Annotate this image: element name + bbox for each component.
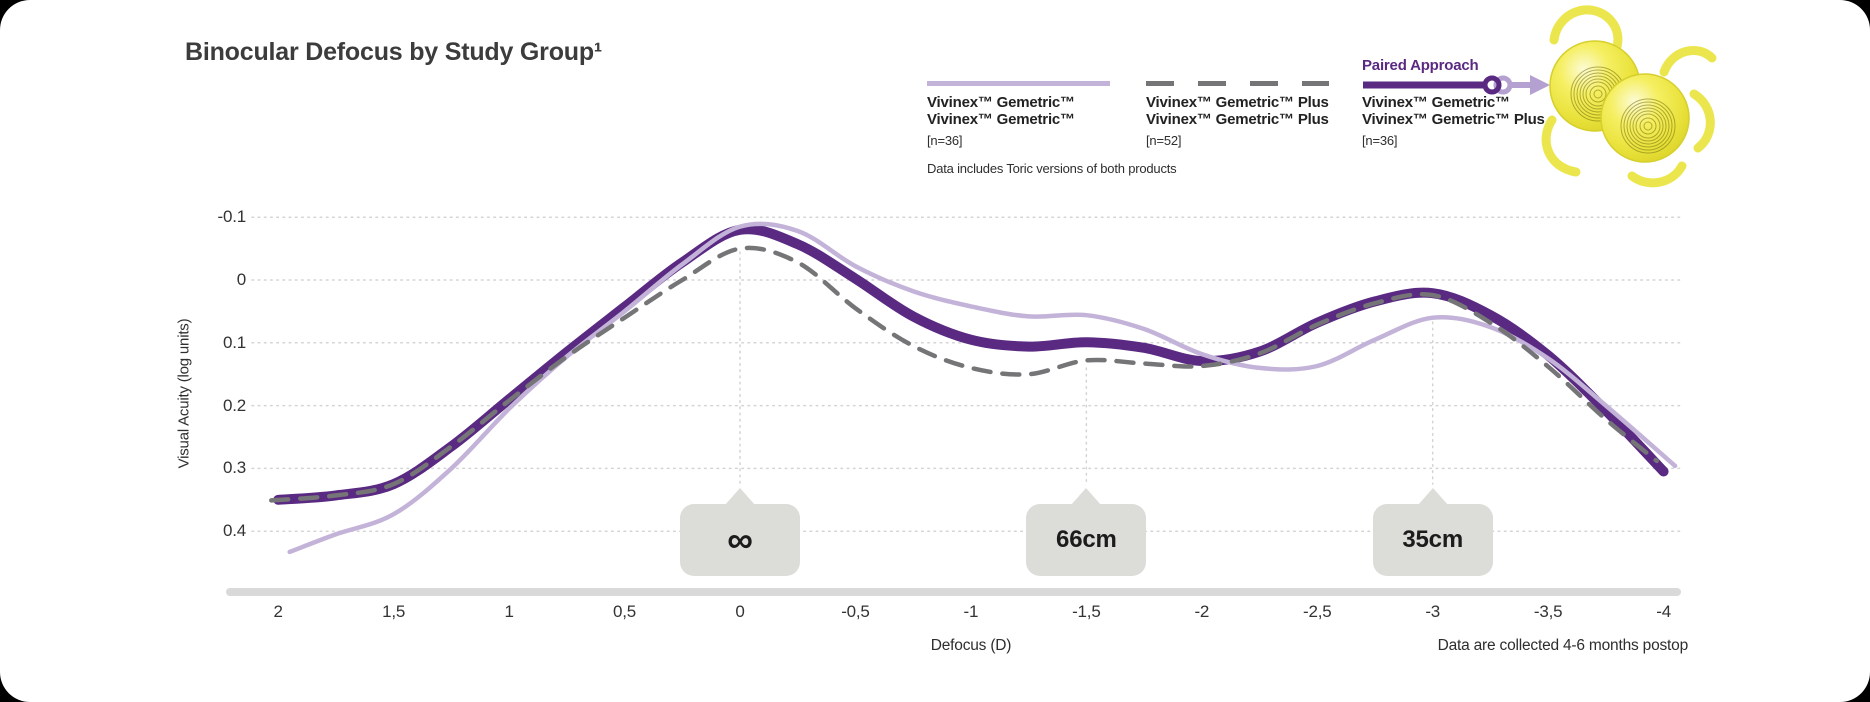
x-tick-label: -1,5 [1072, 602, 1101, 621]
y-tick-label: 0.1 [222, 332, 246, 352]
x-tick-label: -2 [1194, 602, 1210, 621]
x-tick-label: 1 [504, 602, 514, 621]
y-tick-label: 0.2 [222, 395, 246, 415]
callout-label: 35cm [1402, 526, 1463, 553]
x-tick-label: -1 [963, 602, 979, 621]
callout-label: ∞ [727, 519, 753, 560]
callout-35cm: 35cm [1372, 488, 1493, 576]
x-tick-label: 0 [735, 602, 745, 621]
legend-label: Vivinex™ Gemetric™ [927, 94, 1075, 111]
x-axis-title: Defocus (D) [930, 637, 1012, 654]
callout-label: 66cm [1056, 526, 1117, 553]
lens-haptics [1541, 5, 1717, 188]
x-tick-label: 0,5 [613, 602, 637, 621]
curve-paired-approach [273, 224, 1669, 505]
page-title: Binocular Defocus by Study Group¹ [185, 38, 603, 66]
callout-66cm: 66cm [1026, 488, 1147, 576]
legend-label: Vivinex™ Gemetric™ Plus [1362, 111, 1545, 128]
legend-label: Vivinex™ Gemetric™ [1362, 94, 1510, 111]
legend-n-count: [n=52] [1146, 133, 1182, 148]
y-tick-label: 0.3 [222, 458, 246, 478]
paired-approach-link-arrow-icon [1363, 75, 1550, 95]
curve-gemetric-gemetric [287, 221, 1678, 555]
legend-n-count: [n=36] [927, 133, 963, 148]
callout-infinity: ∞ [680, 488, 800, 576]
x-tick-label: 1,5 [382, 602, 406, 621]
y-tick-label: 0.4 [222, 521, 246, 541]
curve-gemetric-plus-plus [269, 245, 1659, 503]
legend-label: Vivinex™ Gemetric™ Plus [1146, 94, 1329, 111]
legend-note: Data includes Toric versions of both pro… [927, 161, 1177, 176]
y-tick-label: 0 [236, 270, 246, 289]
iol-lens-illustration [1541, 5, 1717, 188]
y-tick-label: -0.1 [217, 207, 247, 227]
legend-label: Vivinex™ Gemetric™ [927, 111, 1075, 128]
x-tick-label: -3 [1425, 602, 1441, 621]
legend-swatch-solid-line [927, 81, 1110, 86]
x-tick-label: -0,5 [841, 602, 870, 621]
x-tick-label: -2,5 [1303, 602, 1332, 621]
legend-label: Vivinex™ Gemetric™ Plus [1146, 111, 1329, 128]
chart-footnote: Data are collected 4-6 months postop [1437, 637, 1689, 654]
legend-n-count: [n=36] [1362, 133, 1398, 148]
x-tick-label: 2 [273, 602, 283, 621]
x-axis-bar [226, 588, 1681, 596]
iol-lens-front [1600, 73, 1690, 163]
paired-approach-header: Paired Approach [1362, 57, 1479, 74]
legend-swatch-dashed-line [1146, 81, 1329, 86]
x-tick-label: -4 [1656, 602, 1671, 621]
x-tick-label: -3,5 [1533, 602, 1563, 621]
